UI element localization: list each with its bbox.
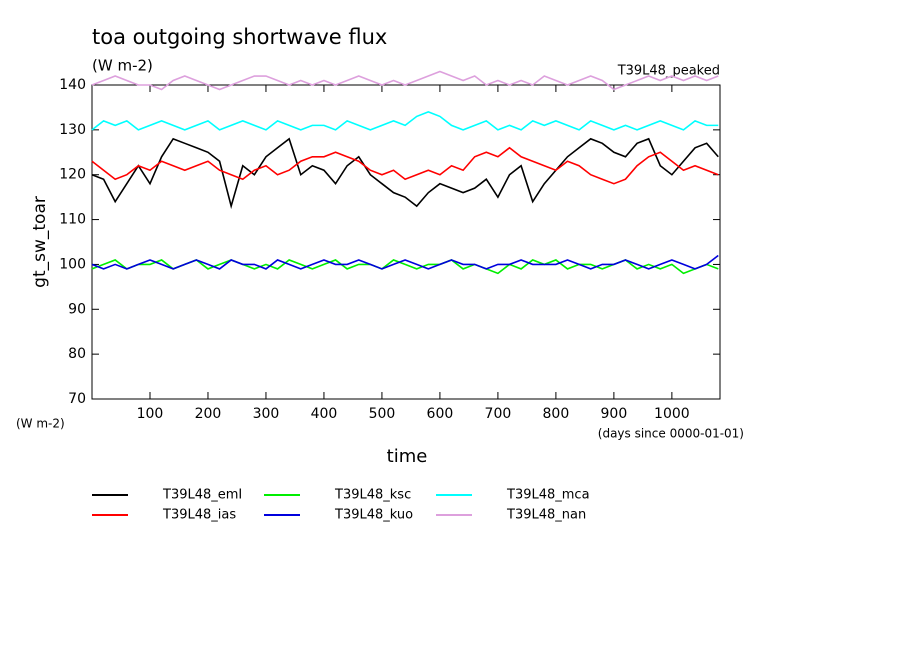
legend-label: T39L48_kuo <box>334 508 413 523</box>
x-tick-label: 700 <box>485 406 512 422</box>
x-tick-label: 600 <box>427 406 454 422</box>
y-unit: (W m-2) <box>16 417 65 431</box>
x-tick-label: 300 <box>253 406 280 422</box>
x-tick-label: 800 <box>543 406 570 422</box>
y-tick-label: 120 <box>59 167 86 183</box>
y-tick-label: 140 <box>59 77 86 93</box>
legend-label: T39L48_mca <box>506 488 590 503</box>
x-tick-label: 400 <box>311 406 338 422</box>
x-tick-label: 200 <box>195 406 222 422</box>
y-tick-label: 110 <box>59 212 86 228</box>
y-tick-label: 80 <box>68 346 86 362</box>
legend-label: T39L48_emI <box>162 488 242 503</box>
series-line <box>91 146 719 185</box>
y-tick-label: 130 <box>59 122 86 138</box>
annotation: T39L48_peaked <box>617 64 720 79</box>
legend-label: T39L48_ias <box>162 508 236 523</box>
x-unit: (days since 0000-01-01) <box>598 427 744 441</box>
x-tick-label: 1000 <box>654 406 690 422</box>
series-line <box>91 254 719 270</box>
series-line <box>91 111 719 131</box>
series-line <box>91 70 719 91</box>
series-line <box>91 137 719 210</box>
plot-frame <box>91 84 721 400</box>
y-tick-label: 70 <box>68 391 86 407</box>
x-tick-label: 100 <box>137 406 164 422</box>
y-tick-label: 100 <box>59 256 86 272</box>
y-tick-label: 90 <box>68 301 86 317</box>
chart-title: toa outgoing shortwave flux <box>92 25 387 49</box>
subtitle: (W m-2) <box>92 57 153 75</box>
legend-label: T39L48_nan <box>506 508 586 523</box>
x-tick-label: 500 <box>369 406 396 422</box>
x-tick-label: 900 <box>601 406 628 422</box>
legend-label: T39L48_ksc <box>334 488 411 503</box>
y-axis-label: gt_sw_toar <box>30 196 50 288</box>
series-line <box>91 259 719 275</box>
x-axis-label: time <box>387 446 428 467</box>
